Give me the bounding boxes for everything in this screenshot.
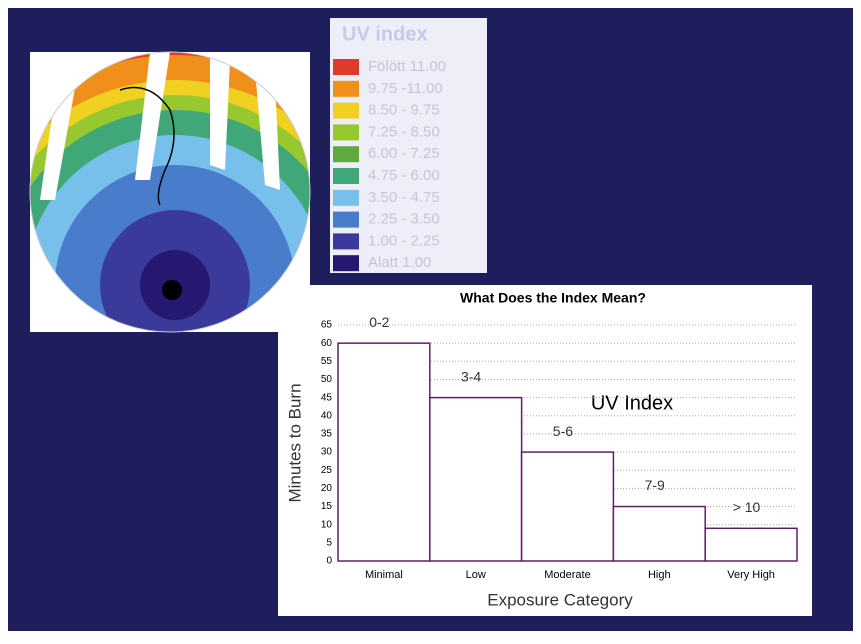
x-tick-label: High — [648, 569, 671, 581]
y-tick-label: 20 — [321, 483, 333, 494]
legend-label: Alatt 1.00 — [368, 254, 431, 271]
legend-swatch — [333, 146, 359, 162]
chart-title: What Does the Index Mean? — [460, 290, 646, 306]
legend-swatch — [333, 81, 359, 97]
y-tick-label: 25 — [321, 465, 333, 476]
bar-label: 0-2 — [369, 314, 389, 330]
y-tick-label: 40 — [321, 410, 333, 421]
legend-swatch — [333, 212, 359, 228]
y-tick-label: 60 — [321, 338, 333, 349]
legend-label: 4.75 - 6.00 — [368, 167, 440, 184]
y-tick-label: 10 — [321, 519, 333, 530]
x-tick-label: Low — [466, 569, 486, 581]
y-tick-label: 50 — [321, 374, 333, 385]
legend-label: 6.00 - 7.25 — [368, 145, 440, 162]
legend-label: 9.75 -11.00 — [368, 80, 443, 97]
legend-title: UV index — [342, 23, 428, 45]
bar — [522, 452, 614, 561]
y-tick-label: 0 — [326, 556, 332, 567]
legend-label: 8.50 - 9.75 — [368, 102, 440, 119]
x-axis-label: Exposure Category — [487, 590, 633, 609]
y-tick-label: 30 — [321, 447, 333, 458]
screen: UV index Fölött 11.00 9.75 -11.00 8.50 - 9… — [0, 0, 861, 639]
legend-label: 1.00 - 2.25 — [368, 232, 440, 249]
legend-label: 2.25 - 3.50 — [368, 211, 440, 228]
y-tick-label: 45 — [321, 392, 333, 403]
legend-swatch — [333, 190, 359, 206]
legend-swatch — [333, 103, 359, 119]
x-tick-label: Minimal — [365, 569, 403, 581]
legend-label: Fölött 11.00 — [368, 58, 446, 75]
y-tick-label: 15 — [321, 501, 333, 512]
page: UV index Fölött 11.00 9.75 -11.00 8.50 - 9… — [0, 0, 861, 644]
legend-label: 3.50 - 4.75 — [368, 189, 440, 206]
x-tick-label: Very High — [727, 569, 775, 581]
bar — [613, 507, 705, 561]
y-tick-label: 5 — [326, 537, 332, 548]
y-tick-label: 65 — [321, 320, 333, 331]
x-tick-label: Moderate — [544, 569, 590, 581]
legend-swatch — [333, 59, 359, 75]
annotation: UV Index — [591, 392, 673, 414]
bar-label: 7-9 — [645, 477, 665, 493]
bar — [430, 398, 522, 561]
y-tick-label: 55 — [321, 356, 333, 367]
legend-swatch — [333, 168, 359, 184]
bar-label: 3-4 — [461, 368, 481, 384]
bar — [705, 528, 797, 561]
legend-swatch — [333, 124, 359, 140]
bar-label: > 10 — [733, 499, 761, 515]
legend-label: 7.25 - 8.50 — [368, 123, 440, 140]
bar — [338, 343, 430, 561]
legend-swatch — [333, 255, 359, 271]
legend-swatch — [333, 233, 359, 249]
y-tick-label: 35 — [321, 429, 333, 440]
y-axis-label: Minutes to Burn — [285, 383, 304, 502]
bar-label: 5-6 — [553, 423, 573, 439]
